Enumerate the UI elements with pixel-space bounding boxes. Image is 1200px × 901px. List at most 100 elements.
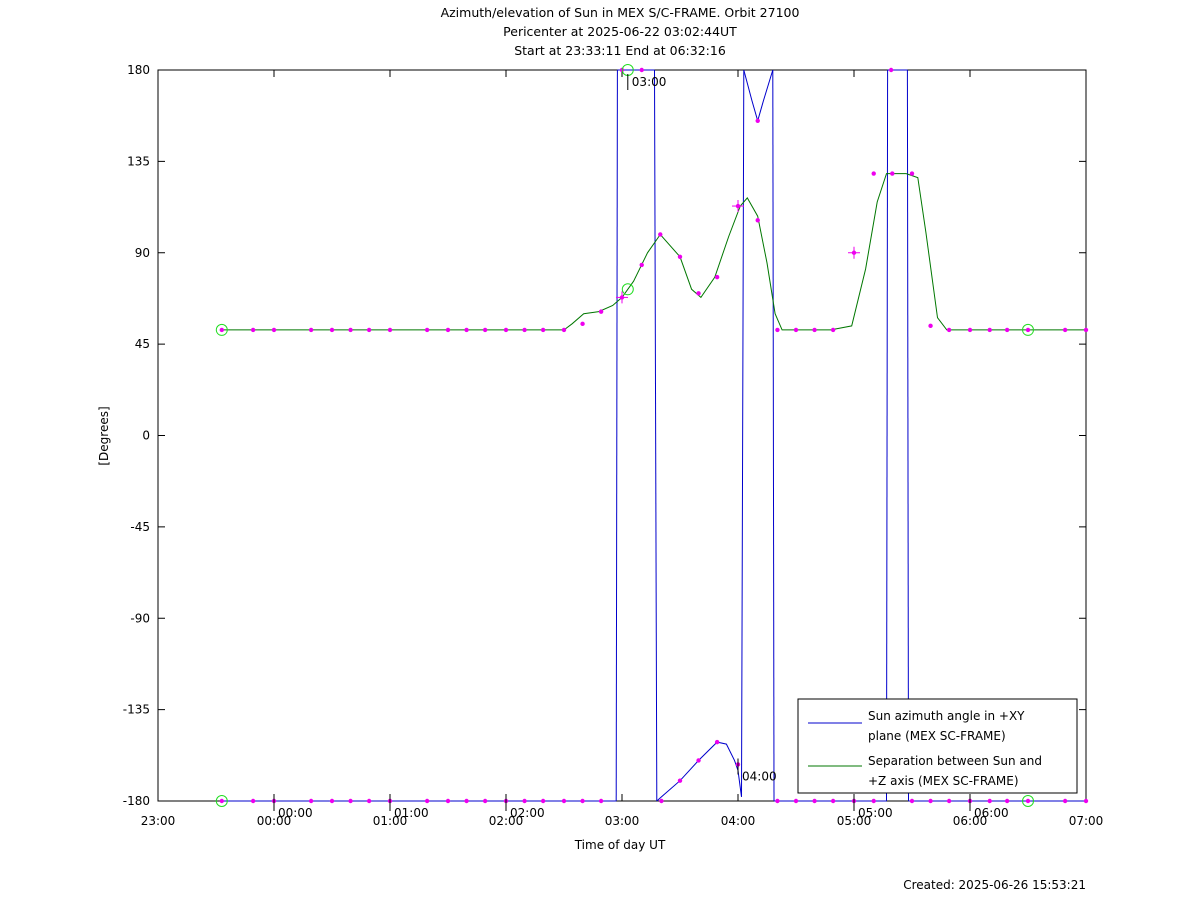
- azimuth-point-31: [871, 798, 876, 804]
- y-tick-label-0: 180: [127, 63, 150, 77]
- azimuth-line-6: [743, 69, 774, 123]
- legend: Sun azimuth angle in +XY plane (MEX SC-F…: [797, 698, 1078, 794]
- separation-point-31: [871, 171, 876, 176]
- separation-point-9: [445, 327, 451, 333]
- separation-point-33: [909, 171, 915, 176]
- x-tick-label-7: 06:00: [953, 814, 988, 828]
- separation-point-27: [793, 327, 799, 333]
- separation-point-40: [1062, 327, 1068, 333]
- separation-circle-1: [621, 283, 634, 296]
- azimuth-point-13: [522, 798, 527, 804]
- x-tick-label-2: 01:00: [373, 814, 408, 828]
- hour-marker-label-4: 04:00: [742, 769, 777, 783]
- azimuth-line-5: [737, 69, 745, 797]
- x-tick-label-5: 04:00: [721, 814, 756, 828]
- separation-point-20: [658, 232, 663, 237]
- azimuth-point-35: [946, 798, 952, 804]
- hour-markers: 00:00 01:00 02:00 03:00 04:00 05:00 06:00: [273, 74, 1009, 820]
- azimuth-point-29: [830, 798, 836, 804]
- y-tick-label-7: -135: [123, 703, 150, 717]
- azimuth-line-1: [615, 69, 618, 802]
- x-axis: 23:00 00:00 01:00 02:00 03:00 04:00 05:00 06:00…: [141, 70, 1104, 828]
- x-tick-label-3: 02:00: [489, 814, 524, 828]
- separation-point-36: [967, 327, 973, 333]
- x-tick-label-6: 05:00: [837, 814, 872, 828]
- separation-point-16: [580, 321, 585, 327]
- separation-point-26: [775, 327, 780, 333]
- azimuth-point-19: [639, 67, 644, 73]
- separation-circle-2: [1022, 323, 1034, 336]
- azimuth-point-22: [696, 758, 701, 763]
- azimuth-line-9: [886, 69, 889, 802]
- azimuth-point-41: [1083, 798, 1089, 804]
- azimuth-line-4: [656, 741, 739, 802]
- azimuth-circle-0: [215, 795, 228, 807]
- separation-point-13: [522, 327, 527, 333]
- azimuth-point-0: [219, 798, 224, 804]
- y-tick-label-2: 90: [135, 246, 150, 260]
- title-line-1: Azimuth/elevation of Sun in MEX S/C-FRAM…: [441, 5, 800, 20]
- azimuth-point-21: [677, 778, 683, 783]
- separation-point-0: [219, 327, 224, 333]
- y-tick-label-5: -45: [130, 520, 150, 534]
- separation-point-39: [1025, 327, 1031, 333]
- hour-marker-label-2: 02:00: [510, 806, 545, 820]
- separation-point-32: [890, 171, 895, 176]
- azimuth-point-25: [755, 118, 760, 123]
- azimuth-point-1: [250, 798, 256, 804]
- chart-title: Azimuth/elevation of Sun in MEX S/C-FRAM…: [441, 5, 800, 58]
- separation-point-3: [308, 327, 314, 333]
- separation-point-23: [714, 274, 720, 280]
- y-tick-label-6: -90: [130, 611, 150, 625]
- azimuth-point-33: [909, 798, 915, 804]
- azimuth-point-23: [714, 739, 720, 745]
- y-axis-label: [Degrees]: [97, 406, 111, 465]
- separation-point-6: [366, 327, 372, 333]
- azimuth-point-20: [659, 798, 664, 804]
- separation-point-12: [503, 327, 509, 333]
- separation-point-14: [540, 327, 546, 333]
- separation-point-17: [598, 309, 604, 314]
- legend-label-azimuth-2: plane (MEX SC-FRAME): [868, 729, 1006, 743]
- x-tick-label-4: 03:00: [605, 814, 640, 828]
- azimuth-point-10: [464, 798, 469, 804]
- azimuth-point-9: [445, 798, 451, 804]
- separation-point-34: [928, 323, 933, 329]
- azimuth-circle-2: [1022, 795, 1034, 807]
- azimuth-line-3: [654, 69, 658, 802]
- separation-point-15: [561, 327, 567, 333]
- azimuth-line-7: [772, 69, 775, 802]
- azimuth-point-3: [308, 798, 314, 804]
- x-tick-label-0: 23:00: [141, 814, 176, 828]
- separation-point-1: [250, 327, 256, 333]
- y-tick-label-1: 135: [127, 154, 150, 168]
- separation-point-29: [830, 327, 836, 333]
- azimuth-point-37: [987, 798, 992, 804]
- separation-circle-0: [215, 323, 228, 336]
- separation-point-7: [387, 327, 393, 333]
- azimuth-point-40: [1062, 798, 1068, 804]
- separation-point-28: [812, 327, 817, 333]
- y-tick-label-8: -180: [123, 794, 150, 808]
- hour-marker-label-0: 00:00: [278, 806, 313, 820]
- separation-line-0: [221, 173, 1086, 331]
- azimuth-point-14: [540, 798, 546, 804]
- separation-point-41: [1083, 327, 1089, 333]
- azimuth-line-11: [906, 69, 909, 802]
- hour-marker-label-5: 05:00: [858, 806, 893, 820]
- azimuth-point-38: [1004, 798, 1010, 804]
- separation-point-25: [755, 218, 760, 223]
- separation-point-19: [639, 262, 644, 268]
- separation-point-5: [348, 327, 353, 333]
- legend-label-separation-2: +Z axis (MEX SC-FRAME): [868, 774, 1019, 788]
- separation-point-37: [987, 327, 992, 333]
- separation-point-8: [424, 327, 430, 333]
- legend-label-azimuth-1: Sun azimuth angle in +XY: [868, 709, 1025, 723]
- plot-area: [157, 69, 1087, 802]
- azimuth-point-26: [775, 798, 780, 804]
- separation-point-38: [1004, 327, 1010, 333]
- separation-point-22: [696, 291, 701, 296]
- x-tick-label-8: 07:00: [1069, 814, 1104, 828]
- azimuth-point-8: [424, 798, 430, 804]
